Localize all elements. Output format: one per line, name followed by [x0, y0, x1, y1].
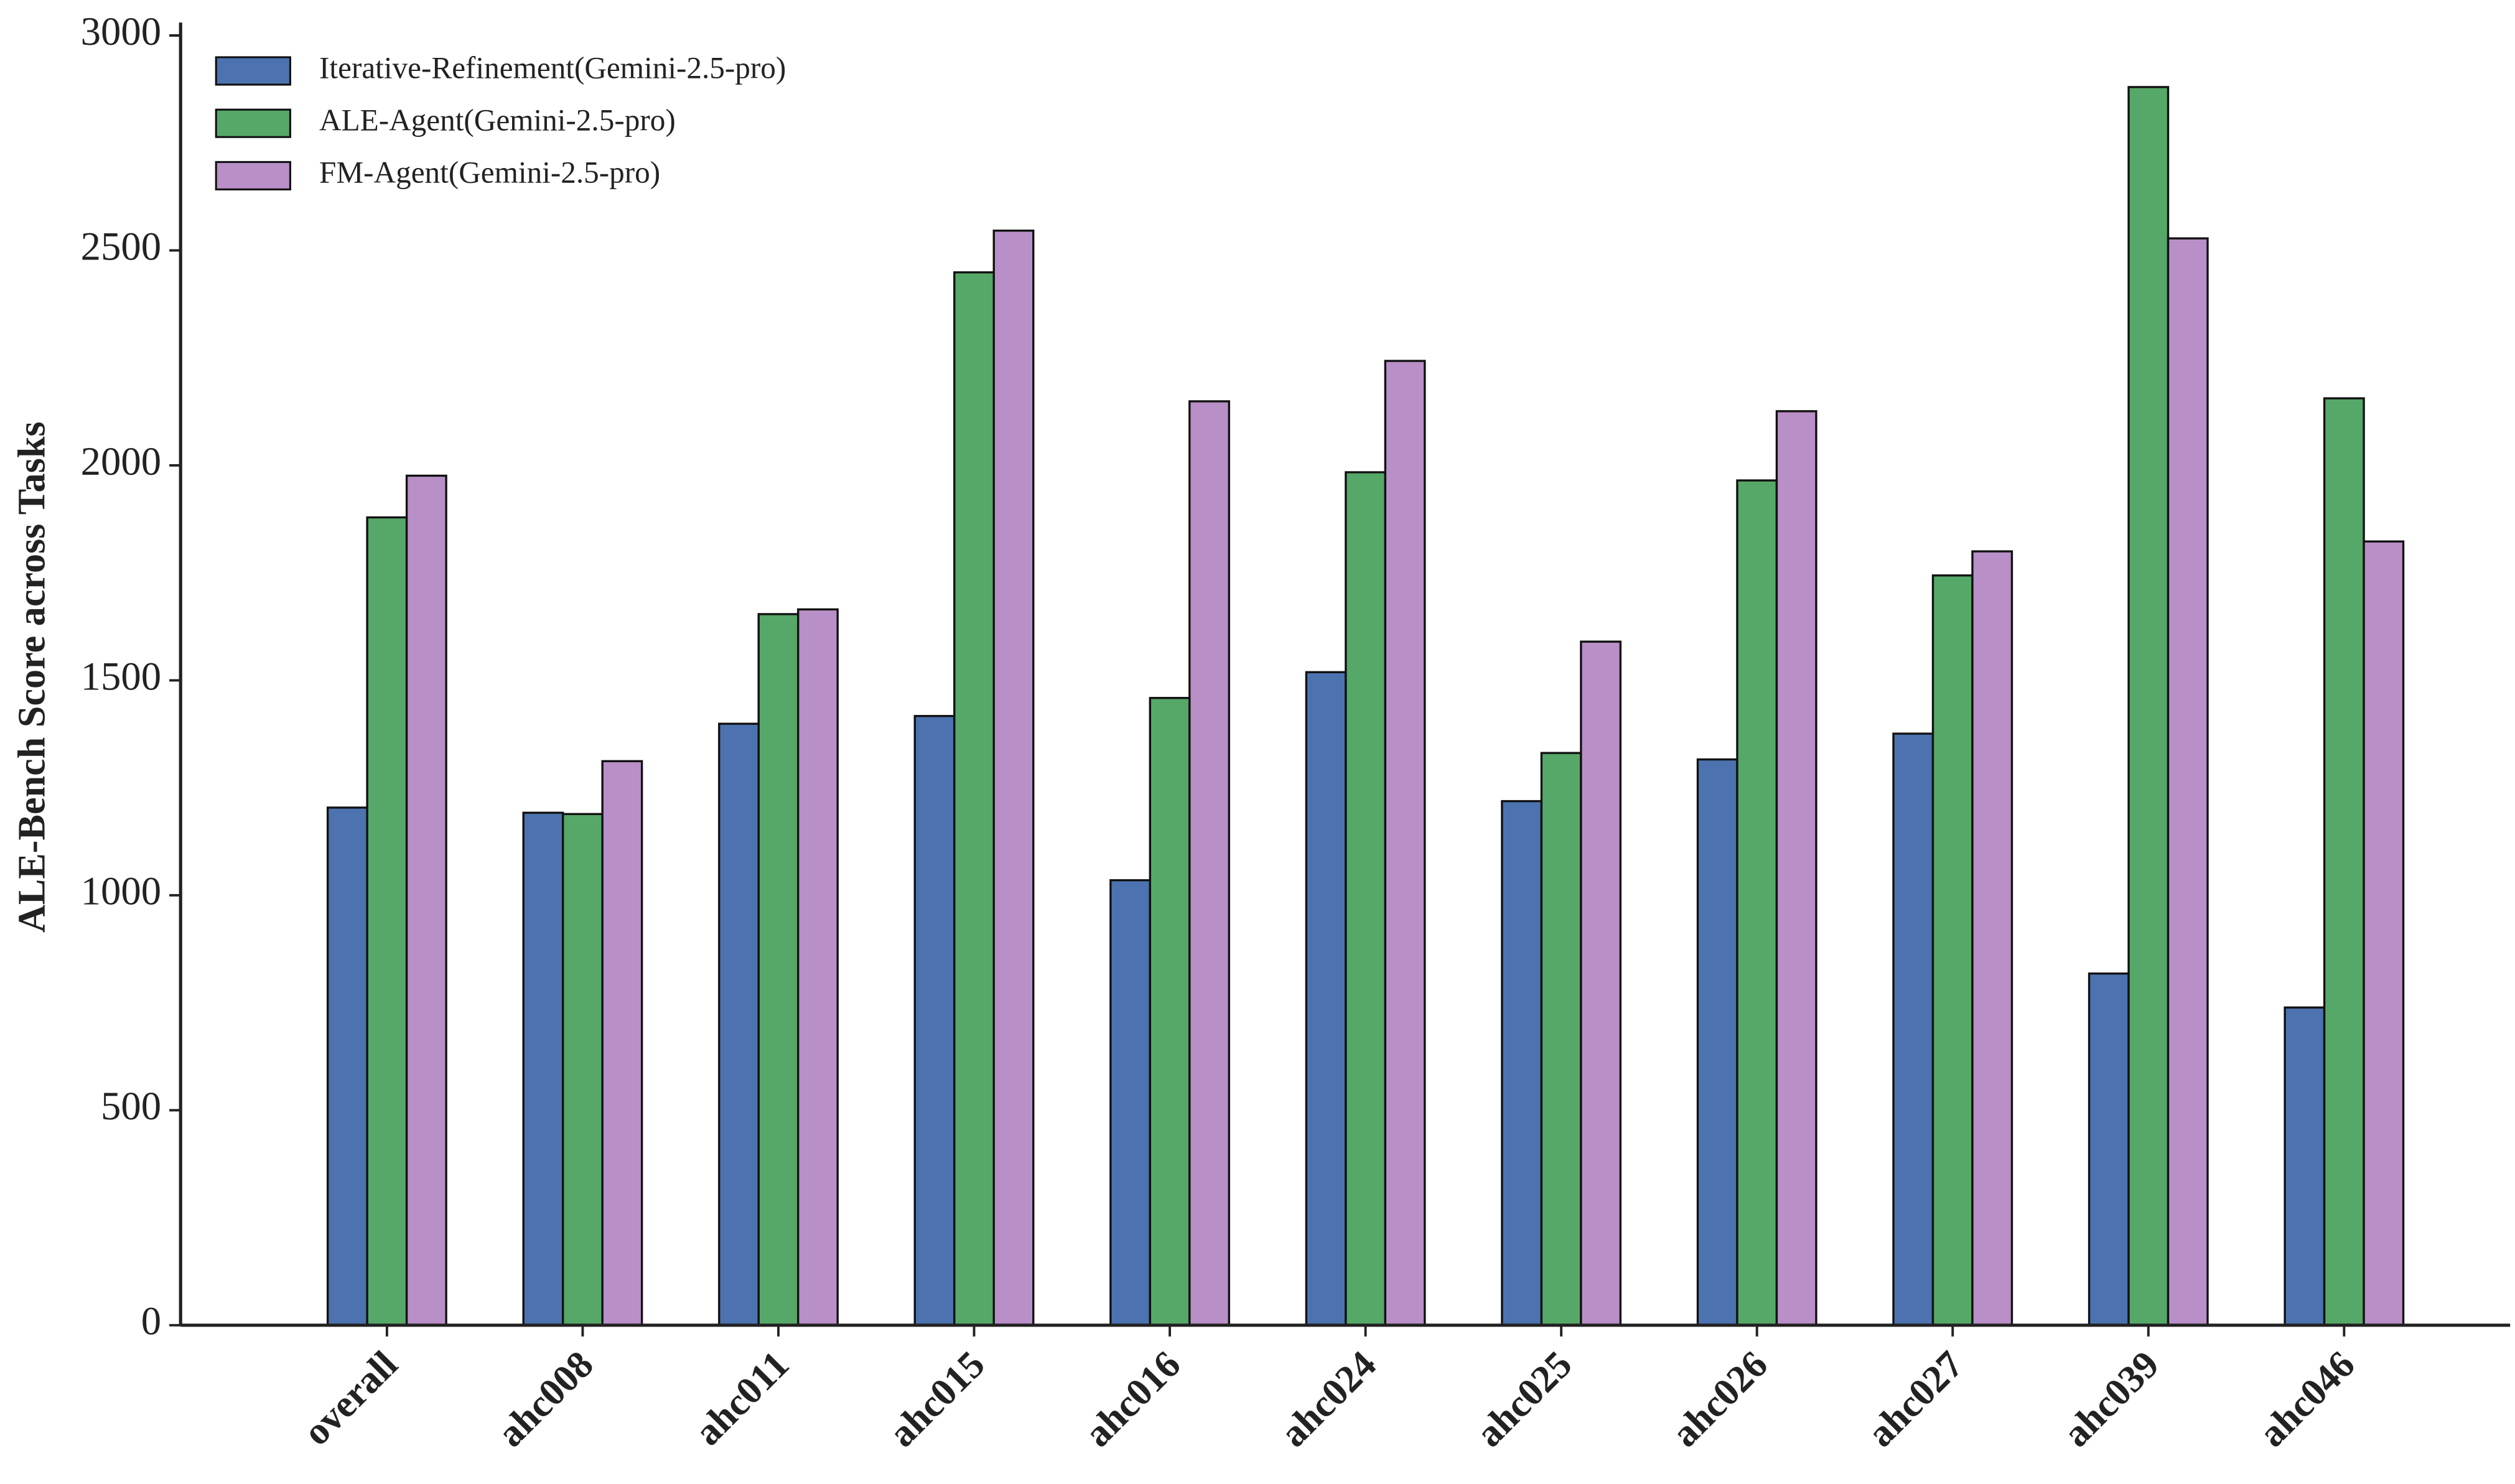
legend-label: Iterative-Refinement(Gemini-2.5-pro) [319, 50, 786, 85]
x-tick-label: ahc026 [1664, 1343, 1776, 1455]
bar [326, 806, 368, 1327]
y-tick-label: 3000 [81, 9, 162, 54]
y-tick-label: 1500 [81, 654, 162, 699]
x-tick-label: ahc046 [2251, 1343, 2363, 1455]
bar [1149, 697, 1191, 1327]
bar [913, 715, 956, 1327]
bar [1305, 671, 1347, 1327]
bar [992, 229, 1035, 1327]
y-tick-label: 1000 [81, 869, 162, 914]
bar [366, 516, 408, 1327]
bar [522, 811, 564, 1327]
bar [2284, 1006, 2326, 1327]
x-tick-label: ahc039 [2055, 1343, 2167, 1455]
bar [1384, 360, 1426, 1327]
bar [2363, 540, 2405, 1327]
y-tick-label: 2500 [81, 224, 162, 269]
bar [2167, 237, 2209, 1327]
legend-label: FM-Agent(Gemini-2.5-pro) [319, 156, 660, 190]
x-tick-label: ahc008 [490, 1343, 602, 1455]
y-axis-label: ALE-Bench Score across Tasks [11, 421, 53, 933]
legend-swatch [215, 161, 291, 190]
bar [2127, 86, 2170, 1327]
x-tick-label: ahc025 [1468, 1343, 1580, 1455]
bar [2323, 397, 2365, 1327]
bar [953, 271, 995, 1327]
y-tick-label: 500 [101, 1084, 161, 1129]
bar [1188, 400, 1230, 1327]
bar [757, 613, 800, 1327]
y-tick-label: 2000 [81, 439, 162, 484]
bar [1540, 752, 1582, 1327]
legend-label: ALE-Agent(Gemini-2.5-pro) [319, 103, 676, 138]
x-tick-label: ahc027 [1860, 1343, 1972, 1455]
bar [1736, 479, 1778, 1327]
bar [561, 813, 604, 1327]
bar [601, 760, 643, 1327]
bar [1345, 471, 1387, 1327]
x-tick-label: ahc016 [1076, 1343, 1188, 1455]
bar [2088, 972, 2130, 1327]
bar [718, 722, 760, 1327]
legend-swatch [215, 108, 291, 138]
y-tick-label: 0 [141, 1299, 161, 1344]
x-tick-label: overall [296, 1343, 406, 1454]
bar [797, 608, 839, 1327]
bar [1971, 550, 2013, 1327]
bar [1775, 410, 1817, 1327]
bar [1501, 800, 1543, 1327]
x-tick-label: ahc015 [881, 1343, 993, 1455]
x-tick-label: ahc011 [687, 1343, 798, 1454]
bar [1696, 758, 1738, 1327]
bar [1892, 732, 1934, 1327]
x-tick-label: ahc024 [1272, 1343, 1384, 1455]
bar [1109, 879, 1151, 1327]
bar [1931, 574, 1974, 1327]
bar [1580, 640, 1622, 1327]
legend-swatch [215, 56, 291, 86]
bar [405, 474, 447, 1327]
